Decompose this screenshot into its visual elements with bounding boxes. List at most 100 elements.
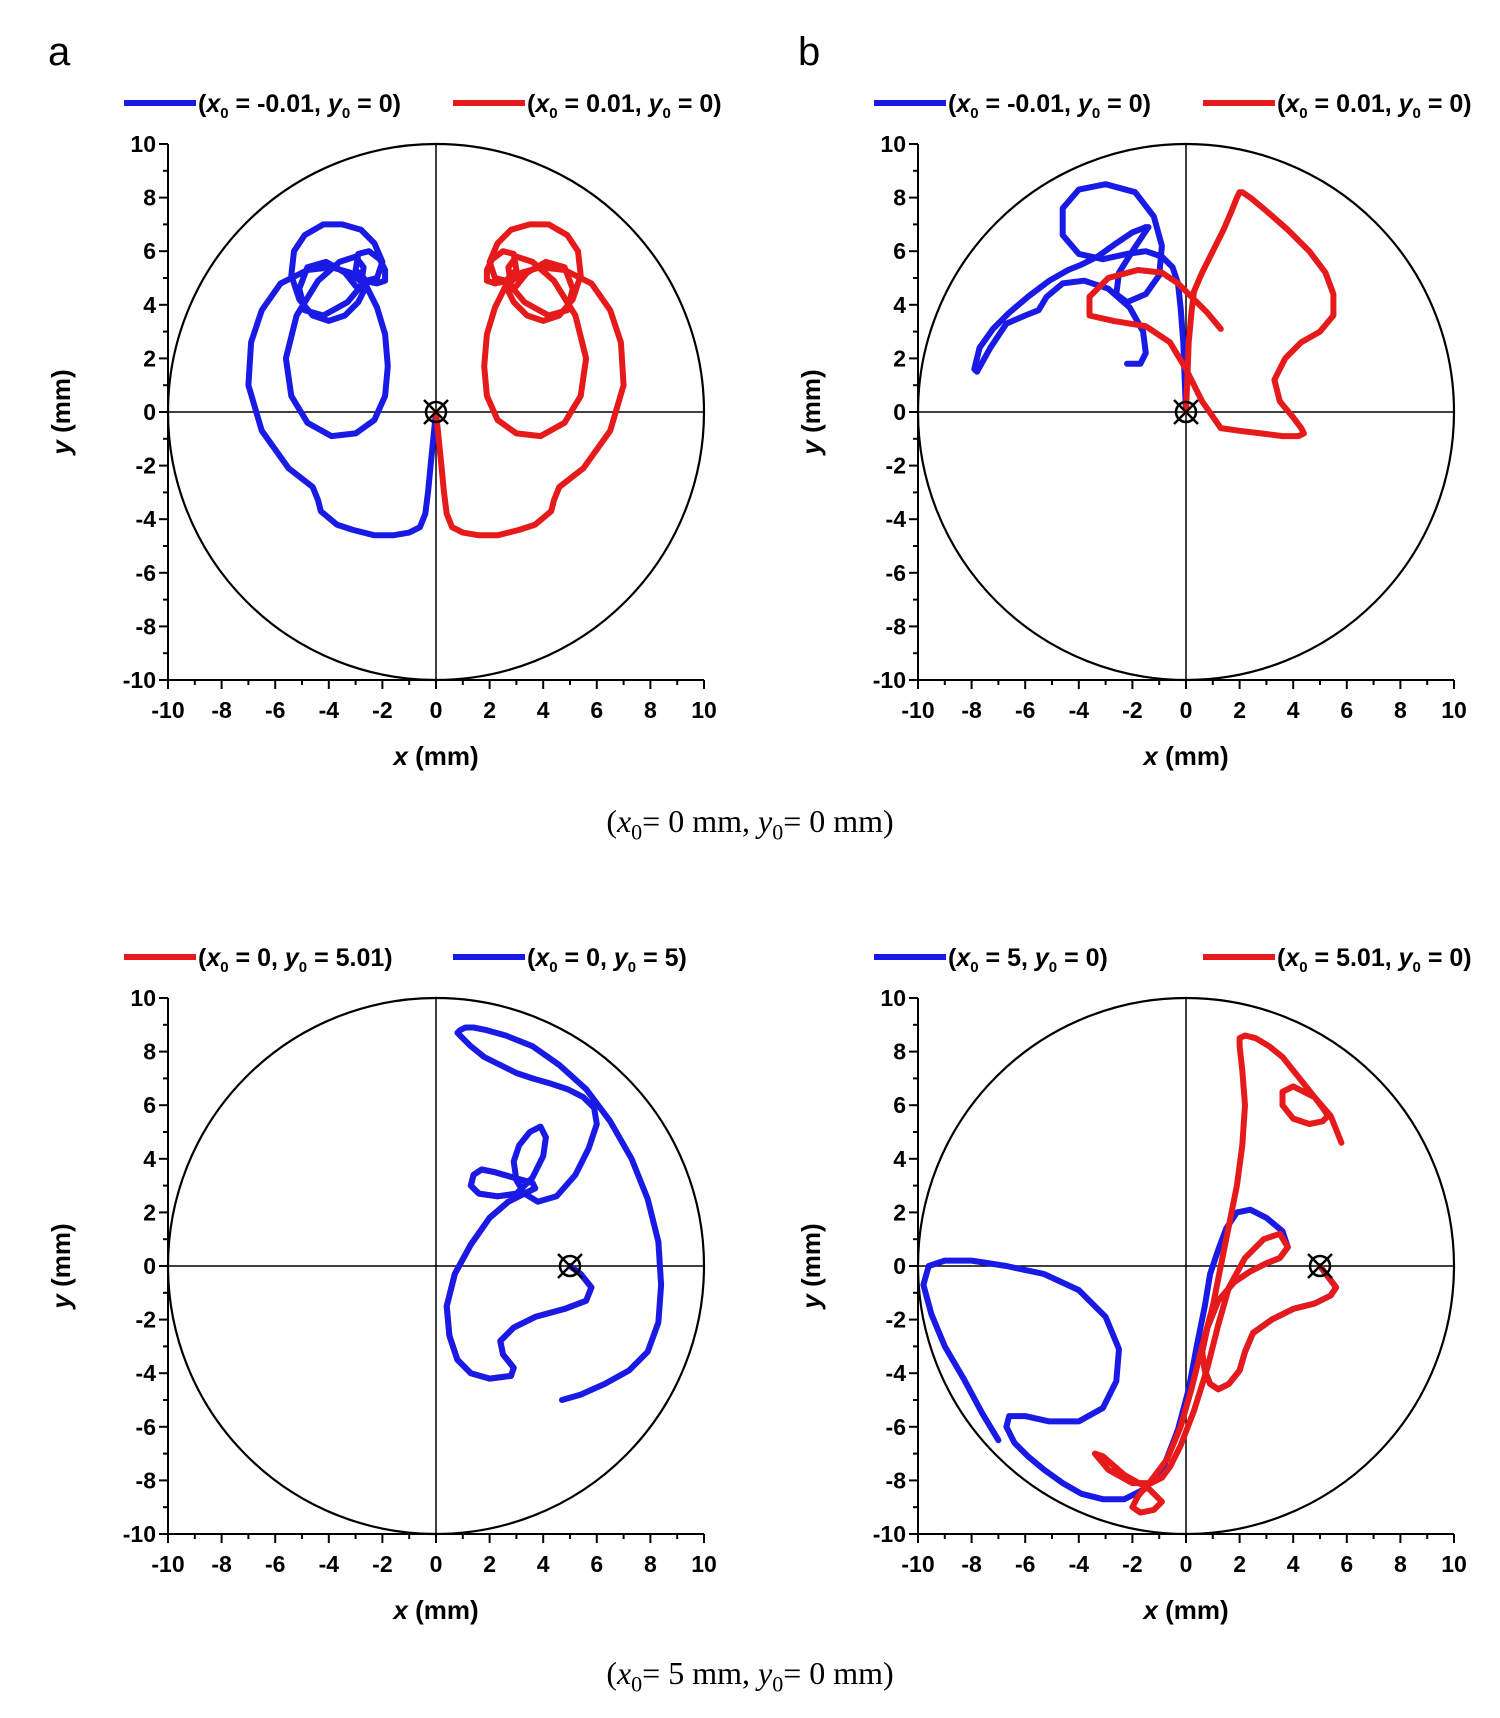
caption-bottom-sub-y: 0: [772, 1671, 784, 1697]
legend-value-y: = 5): [636, 944, 687, 972]
legend-value-y: = 0): [671, 90, 722, 118]
caption-bottom-var-y: y: [758, 1655, 773, 1691]
x-tick-label: 8: [644, 1551, 657, 1577]
y-tick-label: 2: [893, 1199, 906, 1225]
x-tick-label: 8: [1394, 1551, 1407, 1577]
x-tick-label: 2: [483, 697, 496, 723]
legend-value-y: = 5.01): [307, 944, 392, 972]
legend: (x0 = 5, y0 = 0) (x0 = 5.01, y0 = 0): [874, 944, 1472, 976]
legend-paren: (: [1277, 944, 1286, 972]
legend-paren: (: [948, 90, 957, 118]
chart-panel-1: -10 -8 -6 -4 -2 0 2 4 6 8 10 -10 -8 -6 -4 -2 0 2 4 6 8 10 x (m…: [46, 30, 722, 771]
legend-var-x: x: [533, 944, 550, 972]
series-line-1: [920, 1206, 1340, 1503]
x-tick-label: 4: [1287, 697, 1300, 723]
x-axis-label: x (mm): [391, 1595, 478, 1625]
y-axis-label-unit: (mm): [46, 369, 76, 440]
series-line-2: [1086, 189, 1337, 440]
x-tick-label: 10: [1441, 697, 1467, 723]
y-tick-label: 10: [880, 985, 906, 1011]
y-tick-label: -6: [136, 560, 156, 586]
y-tick-label: -8: [886, 1467, 907, 1493]
y-axis-label-unit: (mm): [796, 369, 826, 440]
start-marker-ring: [424, 400, 448, 424]
legend-sub-x: 0: [1299, 105, 1307, 122]
y-tick-label: -6: [886, 560, 906, 586]
legend-paren: (: [1277, 90, 1286, 118]
y-tick-label: -2: [136, 1307, 156, 1333]
start-marker: [557, 1253, 583, 1279]
legend-paren: (: [198, 90, 207, 118]
legend-paren: (: [198, 944, 207, 972]
x-axis-label-var: x: [391, 741, 409, 771]
legend-value-y: = 0): [1057, 944, 1108, 972]
x-tick-label: -6: [1015, 1551, 1035, 1577]
caption-bottom-sub-x: 0: [631, 1671, 643, 1697]
legend-sub-y: 0: [1092, 105, 1100, 122]
x-tick-label: -2: [1122, 697, 1142, 723]
y-tick-label: 8: [893, 185, 906, 211]
legend: (x0 = -0.01, y0 = 0) (x0 = 0.01, y0 = 0): [124, 90, 722, 122]
x-tick-label: -10: [901, 697, 934, 723]
legend-sub-x: 0: [549, 105, 557, 122]
start-marker-ring: [1308, 1254, 1332, 1278]
legend-value-x: = 0.01,: [558, 90, 649, 118]
x-tick-label: 0: [1180, 1551, 1193, 1577]
x-tick-label: -10: [151, 1551, 184, 1577]
legend-var-y: y: [647, 90, 664, 118]
x-tick-label: 2: [483, 1551, 496, 1577]
y-tick-label: 4: [143, 292, 156, 318]
x-axis-label-unit: (mm): [1158, 741, 1229, 771]
legend-entry-1: (x0 = 5, y0 = 0): [948, 944, 1108, 976]
legend-entry-2: (x0 = 0.01, y0 = 0): [1277, 90, 1472, 122]
x-tick-label: 4: [537, 1551, 550, 1577]
legend-value-y: = 0): [1421, 944, 1472, 972]
y-tick-label: 6: [893, 1092, 906, 1118]
caption-top-open: (: [606, 803, 617, 839]
x-axis-label: x (mm): [391, 741, 478, 771]
y-tick-label: -10: [123, 1521, 156, 1547]
caption-top: (x0= 0 mm, y0= 0 mm): [0, 803, 1500, 845]
legend-var-y: y: [1397, 90, 1414, 118]
legend-sub-x: 0: [220, 105, 228, 122]
legend-sub-y: 0: [299, 959, 307, 976]
legend-sub-x: 0: [549, 959, 557, 976]
x-axis-label: x (mm): [1141, 1595, 1228, 1625]
x-axis-label: x (mm): [1141, 741, 1228, 771]
y-tick-label: -6: [886, 1414, 906, 1440]
y-tick-label: 0: [143, 399, 156, 425]
x-axis-label-unit: (mm): [408, 741, 479, 771]
legend-value-y: = 0): [1100, 90, 1151, 118]
legend-value-x: = 5,: [979, 944, 1035, 972]
y-axis-label: y (mm): [796, 1223, 826, 1310]
x-tick-label: -4: [319, 1551, 340, 1577]
y-axis-label-var: y: [796, 1293, 826, 1311]
start-marker-cross-b: [1307, 1253, 1333, 1279]
caption-top-sub-x: 0: [631, 819, 643, 845]
legend-entry-1: (x0 = -0.01, y0 = 0): [948, 90, 1151, 122]
x-tick-label: 0: [430, 697, 443, 723]
x-tick-label: 2: [1233, 1551, 1246, 1577]
x-tick-label: 0: [1180, 697, 1193, 723]
legend-entry-2: (x0 = 0.01, y0 = 0): [527, 90, 722, 122]
x-tick-label: -10: [901, 1551, 934, 1577]
y-tick-label: -4: [136, 506, 157, 532]
x-tick-label: -2: [372, 697, 392, 723]
y-tick-label: -4: [136, 1360, 157, 1386]
x-axis-label-unit: (mm): [1158, 1595, 1229, 1625]
start-marker-ring: [1174, 400, 1198, 424]
y-axis-label-unit: (mm): [796, 1223, 826, 1294]
y-axis-label: y (mm): [46, 369, 76, 456]
y-tick-label: 6: [143, 1092, 156, 1118]
x-tick-label: -8: [961, 1551, 982, 1577]
legend-sub-x: 0: [970, 105, 978, 122]
caption-bottom-text-y: = 0 mm): [783, 1655, 894, 1691]
legend-value-y: = 0): [350, 90, 401, 118]
x-tick-label: 2: [1233, 697, 1246, 723]
x-tick-label: -4: [319, 697, 340, 723]
y-tick-label: -4: [886, 1360, 907, 1386]
y-tick-label: -4: [886, 506, 907, 532]
legend-var-y: y: [1076, 90, 1093, 118]
x-tick-label: 10: [691, 697, 717, 723]
